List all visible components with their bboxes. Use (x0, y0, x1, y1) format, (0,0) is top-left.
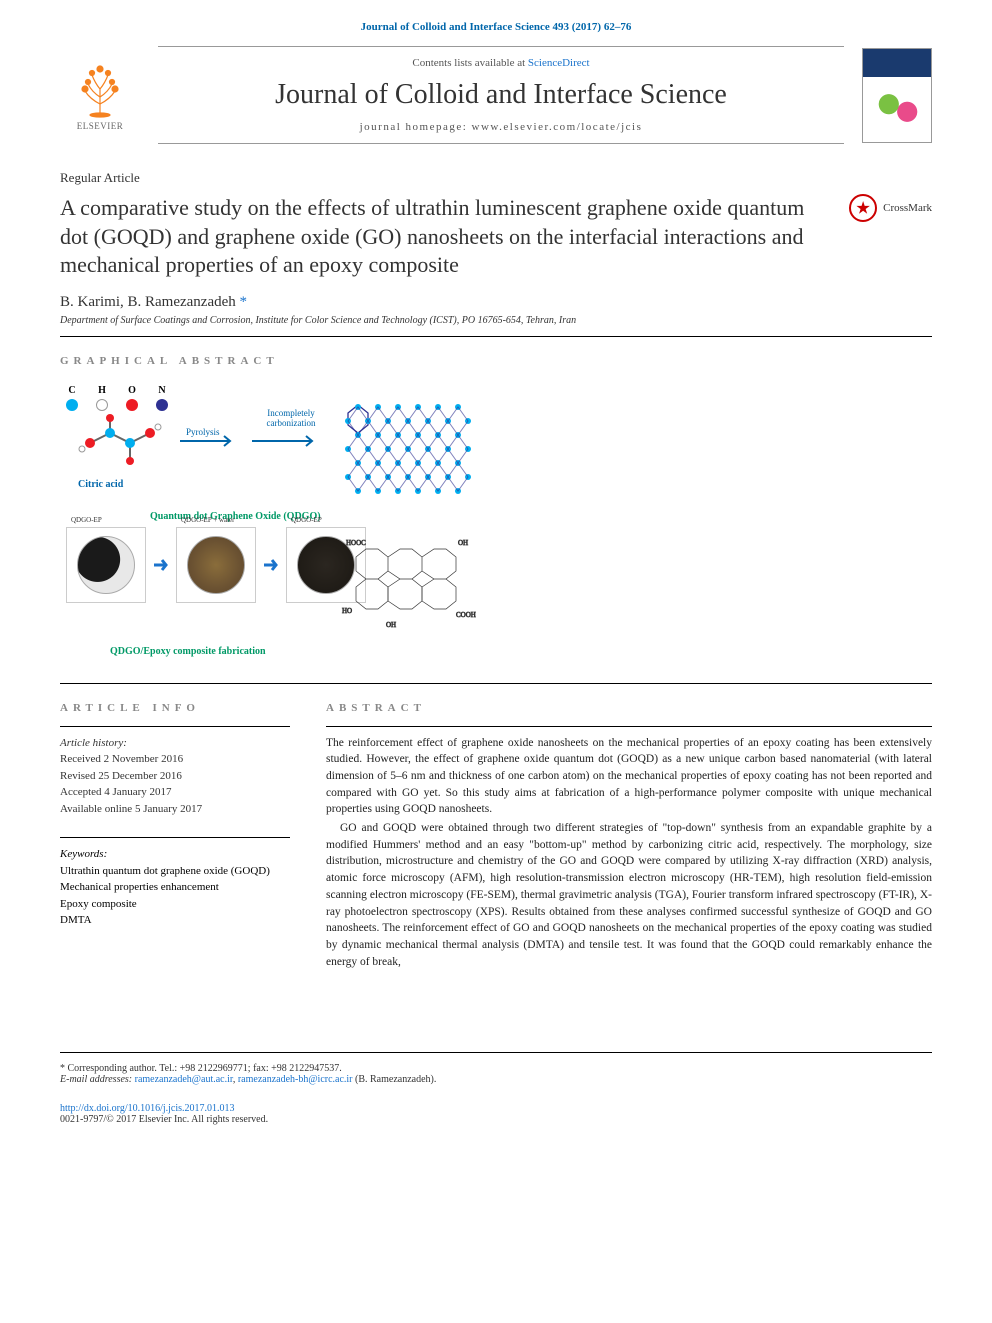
abstract-text: The reinforcement effect of graphene oxi… (326, 726, 932, 970)
keyword: DMTA (60, 912, 290, 929)
masthead: ELSEVIER Contents lists available at Sci… (0, 38, 992, 152)
affiliation: Department of Surface Coatings and Corro… (60, 315, 932, 337)
svg-text:OH: OH (458, 539, 468, 547)
masthead-center: Contents lists available at ScienceDirec… (158, 46, 844, 144)
footer: * Corresponding author. Tel.: +98 212296… (60, 1052, 932, 1145)
revised-date: Revised 25 December 2016 (60, 768, 290, 785)
elsevier-logo: ELSEVIER (60, 50, 140, 140)
article-title: A comparative study on the effects of ul… (60, 194, 829, 280)
journal-homepage: journal homepage: www.elsevier.com/locat… (158, 121, 844, 133)
keyword: Ultrathin quantum dot graphene oxide (GO… (60, 863, 290, 880)
svg-text:OH: OH (386, 621, 396, 629)
panel-1-label: QDGO-EP (71, 516, 102, 524)
ga-caption: QDGO/Epoxy composite fabrication (110, 646, 266, 657)
keyword: Mechanical properties enhancement (60, 879, 290, 896)
article-history: Article history: Received 2 November 201… (60, 726, 290, 818)
abstract-p2: GO and GOQD were obtained through two di… (326, 820, 932, 970)
panel-2-label: QDGO-EP + water (181, 516, 234, 524)
journal-name: Journal of Colloid and Interface Science (158, 79, 844, 111)
article-type: Regular Article (60, 170, 932, 186)
dish-2 (187, 536, 245, 594)
history-heading: Article history: (60, 735, 290, 752)
contents-line: Contents lists available at ScienceDirec… (158, 57, 844, 69)
atom-c-label: C (68, 385, 75, 396)
crossmark-icon (849, 194, 877, 222)
atom-n-label: N (158, 385, 165, 396)
arrow-icon (180, 435, 240, 447)
atom-h-label: H (98, 385, 106, 396)
arrow-icon (152, 527, 170, 603)
graphical-abstract-figure: C H O N Pyrolysis Incom (60, 379, 500, 659)
elsevier-tree-icon (70, 59, 130, 119)
article-info-label: ARTICLE INFO (60, 702, 290, 714)
arrow-icon (262, 527, 280, 603)
elsevier-label: ELSEVIER (77, 121, 124, 131)
keyword: Epoxy composite (60, 896, 290, 913)
abstract-column: ABSTRACT The reinforcement effect of gra… (326, 684, 932, 972)
carbonization-label: Incompletely carbonization (256, 409, 326, 429)
two-column-body: ARTICLE INFO Article history: Received 2… (0, 684, 992, 972)
accepted-date: Accepted 4 January 2017 (60, 784, 290, 801)
svg-text:HOOC: HOOC (346, 539, 366, 547)
corresponding-author: * Corresponding author. Tel.: +98 212296… (60, 1063, 932, 1074)
email-link-1[interactable]: ramezanzadeh@aut.ac.ir (135, 1074, 233, 1085)
atom-o-dot (126, 399, 138, 411)
abstract-label: ABSTRACT (326, 702, 932, 714)
email-line: E-mail addresses: ramezanzadeh@aut.ac.ir… (60, 1074, 932, 1085)
email-link-2[interactable]: ramezanzadeh-bh@icrc.ac.ir (238, 1074, 353, 1085)
author-names: B. Karimi, B. Ramezanzadeh (60, 294, 236, 310)
panel-1: QDGO-EP (66, 527, 146, 603)
article-info-column: ARTICLE INFO Article history: Received 2… (60, 684, 290, 972)
citric-acid-label: Citric acid (78, 479, 123, 490)
svg-text:HO: HO (342, 607, 352, 615)
composite-panels: QDGO-EP QDGO-EP + water QDGO-EP (66, 527, 366, 603)
authors: B. Karimi, B. Ramezanzadeh * (60, 294, 932, 311)
citric-acid-molecule-icon (70, 413, 180, 473)
dish-1 (77, 536, 135, 594)
abstract-p1: The reinforcement effect of graphene oxi… (326, 735, 932, 818)
journal-reference: Journal of Colloid and Interface Science… (361, 21, 632, 33)
article-header: Regular Article A comparative study on t… (0, 152, 992, 669)
homepage-prefix: journal homepage: (360, 121, 472, 133)
homepage-url[interactable]: www.elsevier.com/locate/jcis (472, 121, 643, 133)
page-header: Journal of Colloid and Interface Science… (0, 0, 992, 38)
atom-n-dot (156, 399, 168, 411)
email-label: E-mail addresses: (60, 1074, 135, 1085)
doi-link[interactable]: http://dx.doi.org/10.1016/j.jcis.2017.01… (60, 1103, 235, 1114)
atom-h-dot (96, 399, 108, 411)
keywords-block: Keywords: Ultrathin quantum dot graphene… (60, 837, 290, 929)
keywords-heading: Keywords: (60, 846, 290, 863)
copyright: 0021-9797/© 2017 Elsevier Inc. All right… (60, 1114, 932, 1125)
svg-text:COOH: COOH (456, 611, 476, 619)
journal-cover-thumbnail (862, 48, 932, 143)
sciencedirect-link[interactable]: ScienceDirect (528, 57, 590, 69)
crossmark-label: CrossMark (883, 202, 932, 214)
go-structure-icon: HOOC OH HO COOH OH (336, 527, 486, 647)
corresponding-marker: * (240, 294, 248, 310)
atom-c-dot (66, 399, 78, 411)
atom-legend: C H O N (66, 385, 168, 411)
contents-prefix: Contents lists available at (412, 57, 527, 69)
received-date: Received 2 November 2016 (60, 751, 290, 768)
panel-3-label: QDGO-EP (291, 516, 322, 524)
online-date: Available online 5 January 2017 (60, 801, 290, 818)
arrow-icon (252, 435, 322, 447)
graphene-lattice-icon (338, 393, 488, 513)
graphical-abstract-label: GRAPHICAL ABSTRACT (60, 355, 932, 367)
atom-o-label: O (128, 385, 136, 396)
crossmark-badge[interactable]: CrossMark (849, 194, 932, 222)
panel-2: QDGO-EP + water (176, 527, 256, 603)
email-person: (B. Ramezanzadeh). (353, 1074, 437, 1085)
